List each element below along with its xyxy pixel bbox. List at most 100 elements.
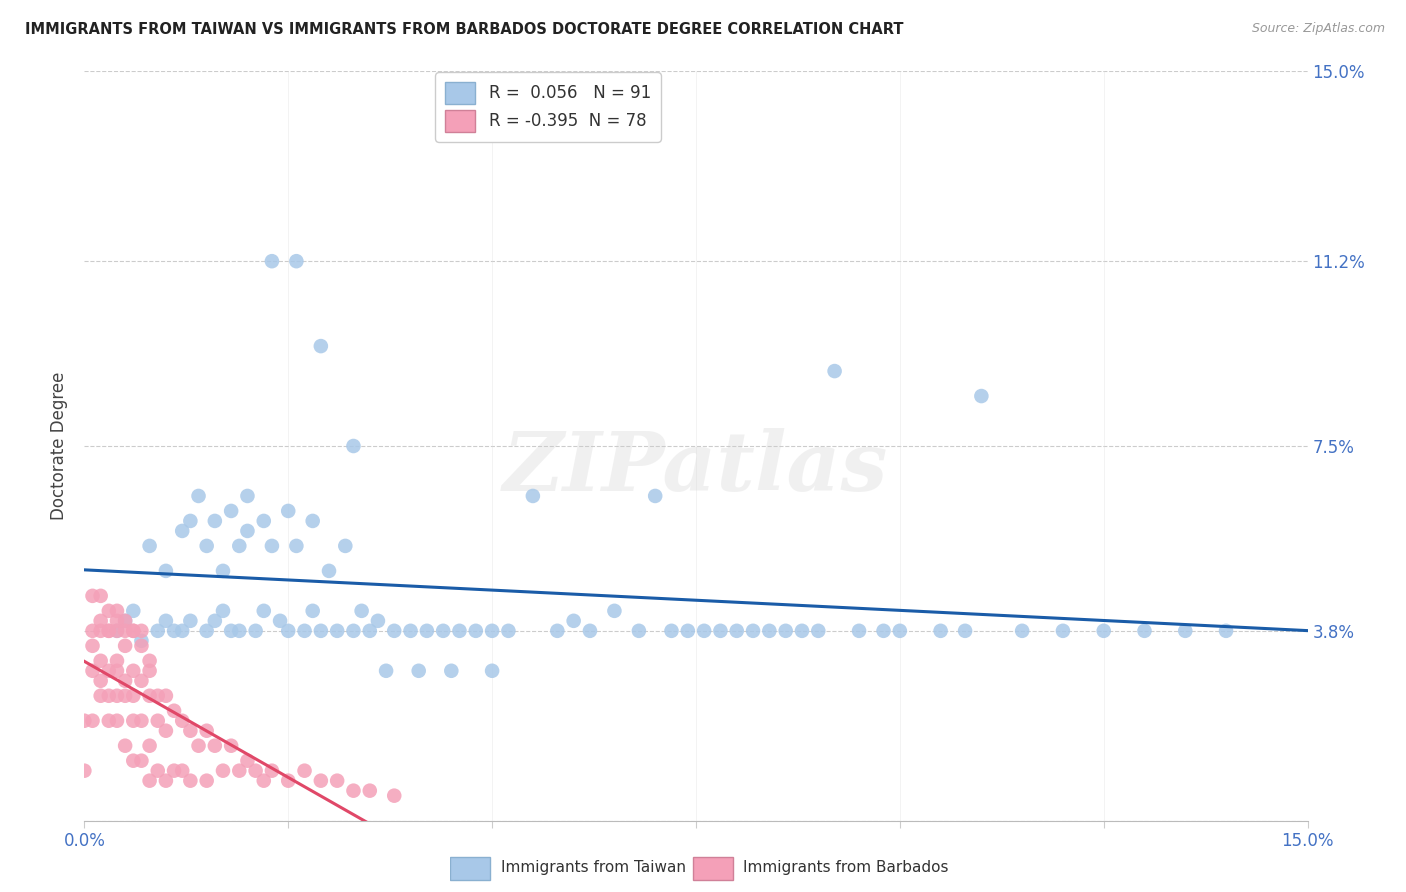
- Point: [359, 624, 381, 638]
- Point: [114, 689, 136, 703]
- Point: [122, 664, 145, 678]
- Point: [824, 364, 846, 378]
- Point: [1011, 624, 1033, 638]
- Point: [1174, 624, 1197, 638]
- Point: [138, 773, 160, 788]
- Point: [236, 489, 259, 503]
- Point: [644, 489, 666, 503]
- Point: [449, 624, 471, 638]
- Point: [350, 604, 373, 618]
- Point: [309, 624, 332, 638]
- Point: [73, 764, 96, 778]
- Point: [416, 624, 439, 638]
- Point: [114, 624, 136, 638]
- Point: [122, 689, 145, 703]
- Point: [236, 524, 259, 538]
- Point: [105, 614, 128, 628]
- Point: [114, 739, 136, 753]
- Point: [277, 624, 299, 638]
- Point: [155, 614, 177, 628]
- Point: [481, 624, 503, 638]
- Point: [872, 624, 894, 638]
- Point: [245, 764, 267, 778]
- Text: Immigrants from Taiwan: Immigrants from Taiwan: [501, 860, 686, 875]
- Point: [848, 624, 870, 638]
- Point: [375, 664, 398, 678]
- Point: [382, 789, 405, 803]
- Point: [90, 614, 112, 628]
- Point: [253, 604, 276, 618]
- Point: [498, 624, 520, 638]
- Point: [228, 624, 250, 638]
- Point: [204, 614, 226, 628]
- Point: [342, 439, 364, 453]
- Legend: R =  0.056   N = 91, R = -0.395  N = 78: R = 0.056 N = 91, R = -0.395 N = 78: [436, 72, 661, 142]
- Point: [260, 764, 283, 778]
- Point: [187, 489, 209, 503]
- FancyBboxPatch shape: [450, 856, 491, 880]
- Point: [676, 624, 699, 638]
- Point: [97, 624, 120, 638]
- Text: Immigrants from Barbados: Immigrants from Barbados: [744, 860, 949, 875]
- Point: [195, 539, 218, 553]
- Point: [90, 673, 112, 688]
- Point: [105, 624, 128, 638]
- Point: [725, 624, 748, 638]
- Point: [195, 723, 218, 738]
- Point: [562, 614, 585, 628]
- Point: [204, 739, 226, 753]
- Point: [253, 514, 276, 528]
- Point: [163, 704, 186, 718]
- Point: [172, 764, 194, 778]
- Point: [122, 624, 145, 638]
- Point: [131, 673, 153, 688]
- Point: [1092, 624, 1115, 638]
- Point: [309, 773, 332, 788]
- Point: [131, 714, 153, 728]
- Point: [97, 624, 120, 638]
- Point: [627, 624, 650, 638]
- Point: [97, 604, 120, 618]
- Point: [399, 624, 422, 638]
- Point: [294, 624, 316, 638]
- Point: [382, 624, 405, 638]
- Point: [122, 624, 145, 638]
- Point: [889, 624, 911, 638]
- Point: [758, 624, 780, 638]
- Text: Source: ZipAtlas.com: Source: ZipAtlas.com: [1251, 22, 1385, 36]
- Point: [1052, 624, 1074, 638]
- Point: [187, 739, 209, 753]
- Point: [408, 664, 430, 678]
- Point: [131, 639, 153, 653]
- Point: [146, 624, 169, 638]
- Y-axis label: Doctorate Degree: Doctorate Degree: [51, 372, 69, 520]
- Point: [970, 389, 993, 403]
- Point: [105, 714, 128, 728]
- Point: [155, 689, 177, 703]
- Point: [953, 624, 976, 638]
- Point: [219, 624, 242, 638]
- Point: [775, 624, 797, 638]
- Point: [82, 664, 104, 678]
- Point: [742, 624, 765, 638]
- Point: [301, 604, 323, 618]
- Point: [464, 624, 486, 638]
- Point: [97, 689, 120, 703]
- Point: [440, 664, 463, 678]
- Point: [195, 773, 218, 788]
- Point: [195, 624, 218, 638]
- Point: [146, 689, 169, 703]
- Point: [228, 539, 250, 553]
- Point: [432, 624, 454, 638]
- Point: [579, 624, 602, 638]
- Point: [122, 604, 145, 618]
- Point: [82, 624, 104, 638]
- Point: [929, 624, 952, 638]
- Point: [146, 764, 169, 778]
- Point: [122, 714, 145, 728]
- Point: [114, 639, 136, 653]
- Point: [335, 539, 357, 553]
- Point: [172, 714, 194, 728]
- Point: [603, 604, 626, 618]
- Point: [105, 689, 128, 703]
